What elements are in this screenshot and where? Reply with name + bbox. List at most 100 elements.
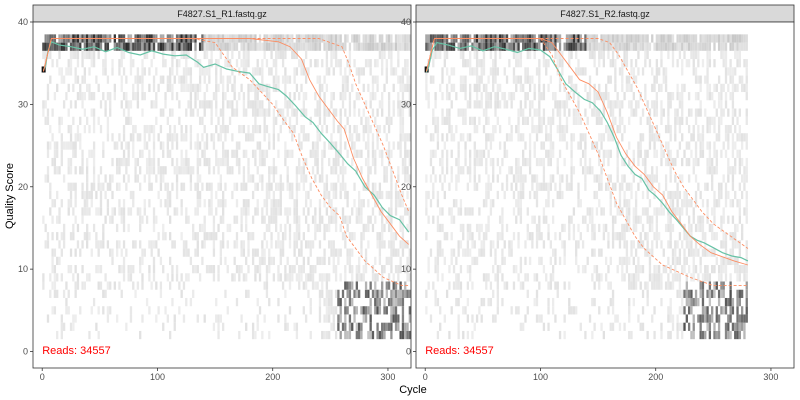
- heatmap-cell: [450, 124, 453, 134]
- heatmap-cell: [79, 83, 82, 93]
- heatmap-cell: [554, 34, 557, 43]
- heatmap-cell: [517, 240, 520, 249]
- heatmap-cell: [676, 190, 679, 200]
- heatmap-cell: [637, 273, 640, 282]
- heatmap-cell: [60, 157, 63, 167]
- heatmap-cell: [715, 108, 718, 117]
- heatmap-cell: [701, 133, 705, 142]
- heatmap-cell: [314, 174, 317, 183]
- heatmap-cell: [634, 215, 638, 224]
- heatmap-cell: [441, 108, 444, 117]
- heatmap-cell: [256, 166, 259, 175]
- heatmap-cell: [457, 240, 460, 249]
- heatmap-cell: [745, 215, 748, 224]
- heatmap-cell: [443, 190, 446, 200]
- heatmap-cell: [367, 133, 370, 142]
- heatmap-cell: [708, 42, 712, 51]
- heatmap-cell: [316, 59, 319, 68]
- heatmap-cell: [441, 133, 444, 142]
- heatmap-cell: [189, 67, 193, 76]
- heatmap-cell: [715, 314, 718, 323]
- heatmap-cell: [611, 223, 615, 233]
- heatmap-cell: [314, 215, 317, 224]
- heatmap-cell: [256, 108, 259, 117]
- heatmap-cell: [219, 174, 222, 183]
- heatmap-cell: [58, 42, 61, 51]
- heatmap-cell: [671, 207, 675, 216]
- heatmap-cell: [106, 314, 110, 323]
- heatmap-cell: [198, 67, 202, 76]
- heatmap-cell: [637, 141, 640, 150]
- heatmap-cell: [376, 124, 379, 134]
- heatmap-cell: [724, 322, 728, 331]
- heatmap-cell: [189, 297, 193, 307]
- heatmap-cell: [53, 157, 57, 167]
- heatmap-cell: [60, 42, 63, 51]
- heatmap-cell: [729, 92, 732, 101]
- heatmap-cell: [492, 67, 495, 76]
- heatmap-cell: [598, 157, 601, 167]
- heatmap-cell: [357, 92, 361, 101]
- heatmap-cell: [293, 232, 296, 241]
- heatmap-cell: [519, 59, 523, 68]
- heatmap-cell: [187, 273, 190, 282]
- heatmap-cell: [724, 273, 728, 282]
- heatmap-cell: [344, 215, 347, 224]
- heatmap-cell: [685, 256, 688, 266]
- heatmap-cell: [286, 149, 289, 158]
- heatmap-cell: [328, 67, 331, 76]
- heatmap-cell: [233, 92, 236, 101]
- heatmap-cell: [275, 100, 278, 109]
- heatmap-cell: [325, 182, 329, 191]
- heatmap-cell: [639, 133, 642, 142]
- heatmap-cell: [473, 100, 476, 109]
- heatmap-cell: [88, 124, 91, 134]
- heatmap-cell: [526, 116, 529, 125]
- heatmap-cell: [708, 157, 712, 167]
- heatmap-cell: [187, 215, 190, 224]
- heatmap-cell: [187, 248, 190, 257]
- heatmap-cell: [607, 174, 610, 183]
- heatmap-cell: [664, 223, 668, 233]
- heatmap-cell: [542, 166, 546, 175]
- heatmap-cell: [226, 157, 229, 167]
- heatmap-cell: [399, 199, 402, 208]
- heatmap-cell: [722, 306, 725, 315]
- heatmap-cell: [399, 265, 402, 274]
- heatmap-cell: [277, 314, 280, 323]
- heatmap-cell: [466, 281, 470, 290]
- heatmap-cell: [602, 157, 605, 167]
- heatmap-cell: [607, 240, 610, 249]
- heatmap-cell: [348, 50, 352, 60]
- heatmap-cell: [563, 42, 566, 51]
- heatmap-cell: [648, 124, 652, 134]
- heatmap-cell: [258, 141, 262, 150]
- heatmap-cell: [462, 75, 465, 84]
- heatmap-cell: [60, 322, 63, 331]
- heatmap-cell: [745, 67, 748, 76]
- heatmap-cell: [390, 182, 393, 191]
- heatmap-cell: [293, 248, 296, 257]
- heatmap-cell: [390, 207, 393, 216]
- heatmap-cell: [374, 157, 377, 167]
- heatmap-cell: [155, 314, 158, 323]
- heatmap-cell: [466, 314, 470, 323]
- heatmap-cell: [143, 133, 146, 142]
- heatmap-cell: [362, 273, 365, 282]
- heatmap-cell: [508, 133, 511, 142]
- heatmap-cell: [311, 149, 315, 158]
- heatmap-cell: [466, 166, 470, 175]
- heatmap-cell: [595, 273, 599, 282]
- heatmap-cell: [572, 166, 576, 175]
- heatmap-cell: [632, 240, 635, 249]
- heatmap-cell: [351, 248, 354, 257]
- heatmap-cell: [482, 273, 486, 282]
- heatmap-cell: [325, 108, 329, 117]
- heatmap-cell: [708, 141, 712, 150]
- heatmap-cell: [83, 108, 87, 117]
- heatmap-cell: [272, 215, 276, 224]
- heatmap-cell: [406, 100, 409, 109]
- heatmap-cell: [515, 306, 518, 315]
- heatmap-cell: [678, 215, 682, 224]
- heatmap-cell: [360, 248, 363, 257]
